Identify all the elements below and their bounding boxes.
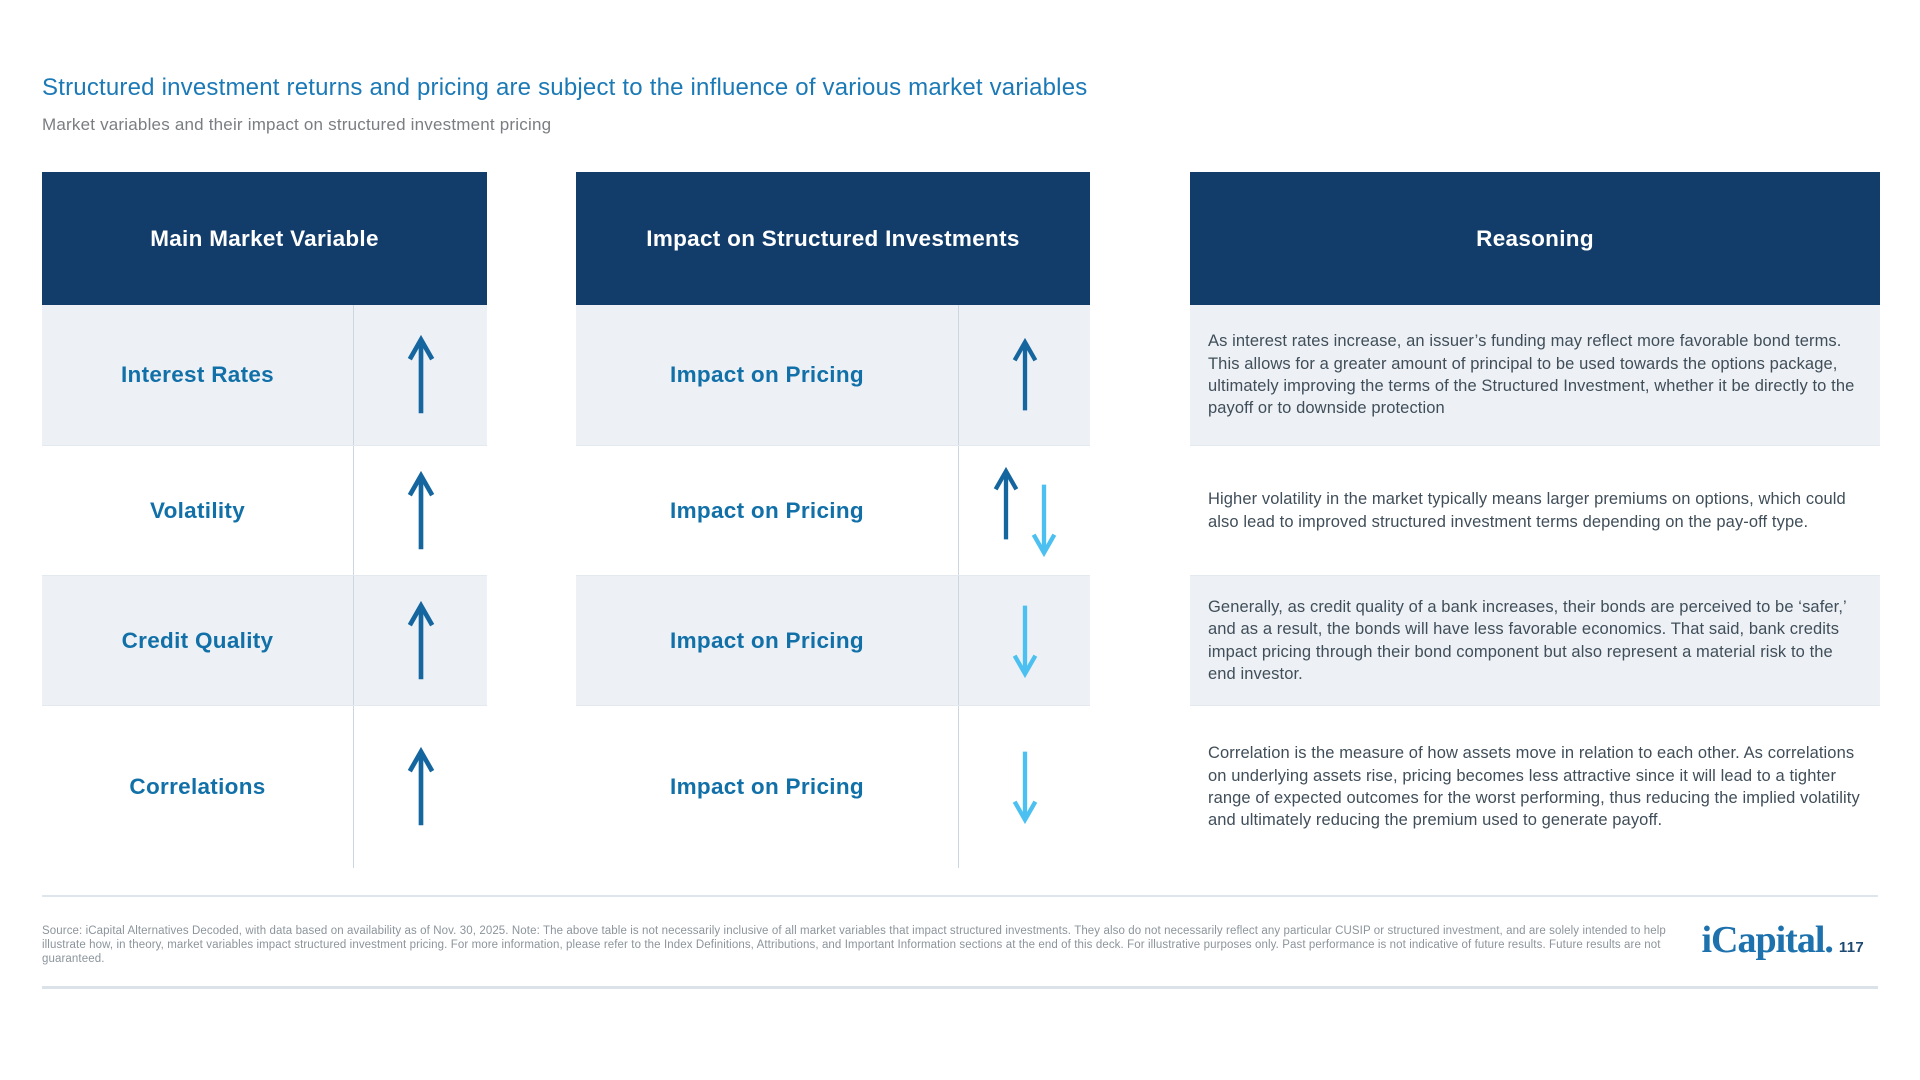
table-reasoning: Reasoning As interest rates increase, an… xyxy=(1190,172,1880,868)
table-row: Impact on Pricing xyxy=(576,705,1090,868)
reasoning-text: Correlation is the measure of how assets… xyxy=(1208,744,1860,830)
table-row: Correlation is the measure of how assets… xyxy=(1190,705,1880,868)
direction-cell xyxy=(354,305,487,445)
table-row: Higher volatility in the market typicall… xyxy=(1190,445,1880,575)
reasoning-text: Higher volatility in the market typicall… xyxy=(1208,490,1846,531)
impact-label: Impact on Pricing xyxy=(576,576,959,705)
table-row: As interest rates increase, an issuer’s … xyxy=(1190,305,1880,445)
up-arrow-icon xyxy=(400,334,442,416)
direction-cell xyxy=(959,446,1090,575)
impact-label: Impact on Pricing xyxy=(576,706,959,868)
impact-label: Impact on Pricing xyxy=(576,305,959,445)
up-arrow-icon xyxy=(400,470,442,552)
table-row: Generally, as credit quality of a bank i… xyxy=(1190,575,1880,705)
direction-cell xyxy=(354,446,487,575)
table-row: Impact on Pricing xyxy=(576,575,1090,705)
source-disclaimer: Source: iCapital Alternatives Decoded, w… xyxy=(42,925,1666,965)
table-impact-on-structured-investments: Impact on Structured Investments Impact … xyxy=(576,172,1090,868)
down-arrow-icon xyxy=(1024,482,1064,558)
table-row: Credit Quality xyxy=(42,575,487,705)
direction-cell xyxy=(959,305,1090,445)
reasoning-text: Generally, as credit quality of a bank i… xyxy=(1208,597,1847,683)
variable-label: Credit Quality xyxy=(42,576,354,705)
page-subtitle: Market variables and their impact on str… xyxy=(42,115,552,134)
page-number: 117 xyxy=(1838,939,1864,956)
bottom-divider xyxy=(42,986,1878,989)
variable-label: Correlations xyxy=(42,706,354,868)
down-arrow-icon xyxy=(1005,749,1045,825)
up-arrow-icon xyxy=(1005,337,1045,413)
page-title: Structured investment returns and pricin… xyxy=(42,74,1088,101)
table-row: Correlations xyxy=(42,705,487,868)
direction-cell xyxy=(354,706,487,868)
up-down-arrows xyxy=(986,473,1064,549)
table-row: Impact on Pricing xyxy=(576,445,1090,575)
table-row: Interest Rates xyxy=(42,305,487,445)
up-arrow-icon xyxy=(400,600,442,682)
column-header-reasoning: Reasoning xyxy=(1190,172,1880,305)
table-row: Volatility xyxy=(42,445,487,575)
down-arrow-icon xyxy=(1005,603,1045,679)
direction-cell xyxy=(959,706,1090,868)
column-header-main-market-variable: Main Market Variable xyxy=(42,172,487,305)
table-row: Impact on Pricing xyxy=(576,305,1090,445)
footer-divider xyxy=(42,895,1878,897)
up-arrow-icon xyxy=(986,466,1026,542)
direction-cell xyxy=(959,576,1090,705)
up-arrow-icon xyxy=(400,746,442,828)
direction-cell xyxy=(354,576,487,705)
column-header-impact: Impact on Structured Investments xyxy=(576,172,1090,305)
impact-label: Impact on Pricing xyxy=(576,446,959,575)
table-main-market-variable: Main Market Variable Interest Rates Vola… xyxy=(42,172,487,868)
icapital-wordmark: iCapital. xyxy=(1701,919,1833,961)
variable-label: Volatility xyxy=(42,446,354,575)
variable-label: Interest Rates xyxy=(42,305,354,445)
icapital-logo: iCapital. 117 xyxy=(1701,918,1864,962)
reasoning-text: As interest rates increase, an issuer’s … xyxy=(1208,332,1855,418)
